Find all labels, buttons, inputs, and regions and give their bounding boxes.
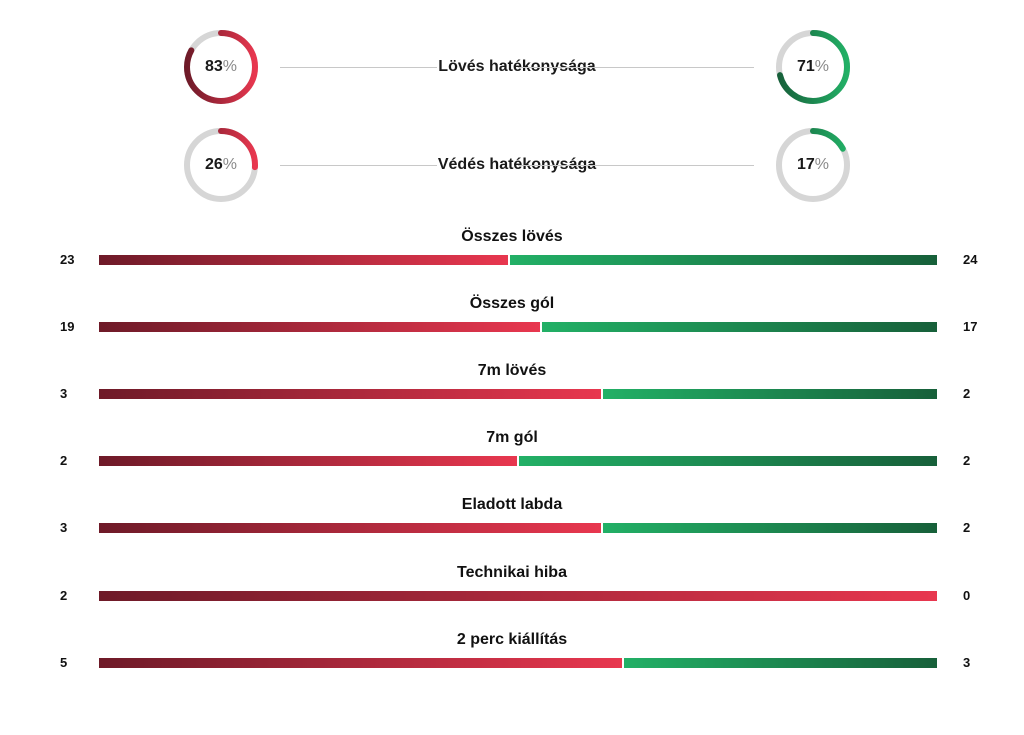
away-shooting-ring: 71% [775, 29, 851, 105]
stat-row-7m-shots: 7m lövés 3 2 [0, 361, 1024, 421]
home-saving-ring: 26% [183, 127, 259, 203]
stat-row-2min-suspensions: 2 perc kiállítás 5 3 [0, 630, 1024, 690]
home-bar-segment [99, 255, 508, 265]
shooting-efficiency-title: Lövés hatékonysága [183, 57, 851, 77]
away-value: 2 [963, 520, 971, 535]
ring-chart [184, 128, 258, 202]
home-efficiency-arc [184, 128, 258, 202]
stat-title: Technikai hiba [457, 564, 567, 581]
away-bar-segment [510, 255, 937, 265]
away-value: 17 [963, 319, 978, 334]
stat-row-total-shots: Összes lövés 23 24 [0, 227, 1024, 287]
stat-bar [99, 255, 937, 265]
stat-title: Összes lövés [461, 228, 563, 245]
home-shooting-ring: 83% [183, 29, 259, 105]
divider-line [280, 67, 516, 68]
home-value: 23 [60, 252, 75, 267]
home-value: 5 [60, 655, 68, 670]
home-value: 2 [60, 453, 68, 468]
away-efficiency-arc [776, 30, 850, 104]
home-value: 3 [60, 386, 68, 401]
divider-line [518, 165, 754, 166]
efficiency-row-saving: 26% Védés hatékonysága 17% [183, 127, 851, 203]
stat-bar [99, 322, 937, 332]
home-bar-segment [99, 322, 540, 332]
stat-bar [99, 389, 937, 399]
stat-row-7m-goals: 7m gól 2 2 [0, 428, 1024, 488]
stat-bar [99, 658, 937, 668]
away-efficiency-arc [776, 128, 850, 202]
percent-sign: % [814, 156, 830, 173]
home-value: 19 [60, 319, 75, 334]
home-shooting-value: 83% [183, 29, 259, 105]
stat-bar [99, 456, 937, 466]
stat-title: 2 perc kiállítás [456, 631, 568, 648]
stat-title: Eladott labda [461, 496, 563, 513]
ring-chart [776, 30, 850, 104]
away-value: 0 [963, 588, 971, 603]
divider-line [280, 165, 516, 166]
ring-number: 26 [204, 156, 223, 173]
away-value: 24 [963, 252, 978, 267]
stat-title: Összes gól [469, 295, 555, 312]
home-bar-segment [99, 523, 601, 533]
divider-line [518, 67, 754, 68]
away-bar-segment [603, 523, 937, 533]
away-shooting-value: 71% [775, 29, 851, 105]
away-bar-segment [603, 389, 937, 399]
home-bar-segment [99, 389, 601, 399]
stat-row-technical-faults: Technikai hiba 2 0 [0, 563, 1024, 623]
away-bar-segment [519, 456, 937, 466]
home-bar-segment [99, 591, 937, 601]
home-saving-value: 26% [183, 127, 259, 203]
stat-row-total-goals: Összes gól 19 17 [0, 294, 1024, 354]
ring-number: 17 [796, 156, 815, 173]
saving-efficiency-title: Védés hatékonysága [183, 155, 851, 175]
away-saving-ring: 17% [775, 127, 851, 203]
percent-sign: % [222, 156, 238, 173]
stat-title: 7m gól [486, 429, 538, 446]
ring-number: 71 [796, 58, 815, 75]
away-bar-segment [542, 322, 937, 332]
home-bar-segment [99, 658, 622, 668]
ring-title-text: Lövés hatékonysága [437, 58, 597, 75]
ring-chart [184, 30, 258, 104]
stat-title: 7m lövés [477, 362, 547, 379]
ring-chart [776, 128, 850, 202]
ring-number: 83 [204, 58, 223, 75]
stat-bar [99, 591, 937, 601]
home-value: 2 [60, 588, 68, 603]
away-value: 3 [963, 655, 971, 670]
stat-bar [99, 523, 937, 533]
away-saving-value: 17% [775, 127, 851, 203]
efficiency-row-shooting: 83% Lövés hatékonysága 71% [183, 29, 851, 105]
home-efficiency-arc [184, 30, 258, 104]
away-value: 2 [963, 386, 971, 401]
ring-title-text: Védés hatékonysága [436, 156, 598, 173]
stat-row-turnovers: Eladott labda 3 2 [0, 495, 1024, 555]
home-value: 3 [60, 520, 68, 535]
away-bar-segment [624, 658, 937, 668]
percent-sign: % [222, 58, 238, 75]
away-value: 2 [963, 453, 971, 468]
percent-sign: % [814, 58, 830, 75]
home-bar-segment [99, 456, 517, 466]
